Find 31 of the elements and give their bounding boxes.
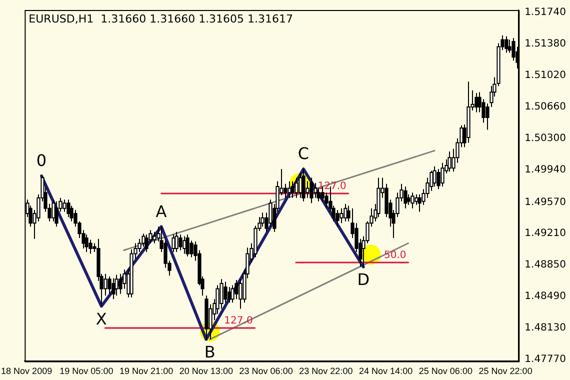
y-tick-label: 1.49940 — [524, 164, 566, 176]
chart-title: EURUSD,H1 1.31660 1.31660 1.31605 1.31617 — [28, 12, 294, 26]
x-tick-label: 23 Nov 22:00 — [299, 366, 353, 376]
y-tick-label: 1.49570 — [524, 196, 566, 208]
x-tick-label: 23 Nov 06:00 — [239, 366, 293, 376]
annotation: B — [204, 342, 216, 362]
y-tick-label: 1.48850 — [524, 260, 566, 271]
x-tick-label: 19 Nov 05:00 — [60, 366, 114, 376]
y-tick-label: 1.50660 — [524, 102, 566, 113]
x-tick-label: 25 Nov 06:00 — [418, 366, 472, 376]
x-tick-label: 18 Nov 2009 — [1, 366, 52, 376]
annotation: X — [96, 309, 107, 328]
annotation: C — [298, 144, 310, 164]
y-tick-label: 1.51020 — [524, 70, 566, 82]
series-label: 127.0 — [318, 181, 346, 192]
y-tick-label: 1.48490 — [524, 291, 566, 302]
annotation: A — [156, 202, 167, 221]
y-tick-label: 1.51380 — [524, 38, 566, 50]
x-tick-label: 20 Nov 13:00 — [179, 366, 233, 376]
series-label: 50.0 — [384, 250, 406, 262]
annotation: 0 — [36, 151, 47, 170]
y-tick-label: 1.47770 — [524, 354, 566, 366]
x-tick-label: 24 Nov 14:00 — [359, 366, 413, 376]
series-label: 127.0 — [224, 316, 253, 327]
annotation: D — [357, 270, 370, 290]
y-tick-label: 1.51740 — [524, 7, 566, 18]
x-tick-label: 19 Nov 21:00 — [120, 366, 174, 376]
y-tick-label: 1.49210 — [524, 228, 566, 240]
x-tick-label: 25 Nov 22:00 — [478, 366, 532, 376]
y-tick-label: 1.48130 — [524, 322, 566, 334]
y-tick-label: 1.50300 — [524, 133, 566, 144]
